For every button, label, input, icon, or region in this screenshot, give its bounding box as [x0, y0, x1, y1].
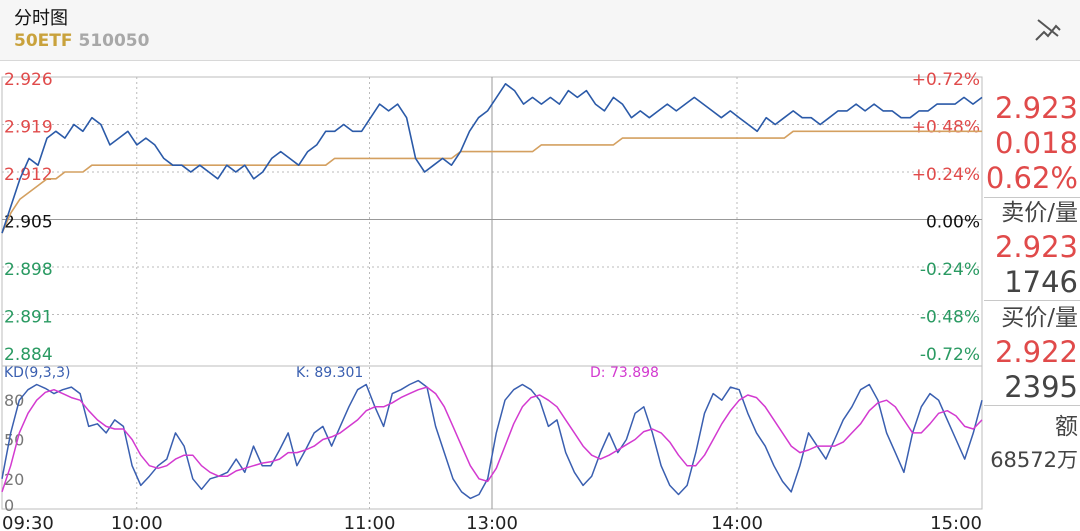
average-price-line: [1, 130, 982, 234]
pct-axis-label: +0.48%: [912, 118, 980, 138]
kd-axis-label: 20: [4, 470, 24, 489]
price-axis-label: 2.912: [4, 165, 53, 185]
quote-side-panel: 2.923 0.018 0.62% 卖价/量 2.923 1746 买价/量 2…: [984, 86, 1080, 511]
time-axis-label: 10:00: [111, 513, 163, 531]
fund-name: 50ETF: [14, 31, 73, 51]
k-line: [1, 379, 983, 500]
pct-axis-label: +0.24%: [912, 165, 980, 185]
kd-axis-label: 50: [4, 431, 24, 450]
kd-axis-label: 0: [4, 496, 14, 515]
bid-price: 2.922: [994, 335, 1078, 369]
price-axis-label: 2.884: [4, 345, 53, 365]
price-axis-label: 2.891: [4, 308, 53, 328]
pct-axis-label: -0.24%: [920, 260, 980, 280]
last-price: 2.923: [994, 91, 1078, 125]
kd-legend-d: D: 73.898: [590, 365, 659, 381]
time-axis-label: 13:00: [466, 513, 518, 531]
price-axis-label: 2.919: [4, 118, 53, 138]
kd-legend-k: K: 89.301: [296, 365, 363, 381]
d-line: [1, 386, 983, 493]
page-title: 分时图: [14, 8, 68, 29]
ask-volume: 1746: [1004, 265, 1078, 299]
bid-label: 买价/量: [1001, 305, 1078, 331]
price-axis-label: 2.905: [4, 213, 53, 233]
pct-axis-label: -0.72%: [920, 345, 980, 365]
time-axis-label: 15:00: [930, 513, 982, 531]
panel-divider: [984, 300, 1080, 301]
chart-toggle-icon: [1035, 19, 1061, 41]
ask-label: 卖价/量: [1001, 200, 1078, 226]
time-axis-label: 14:00: [711, 513, 763, 531]
chart-area: 2.926 2.919 2.912 2.905 2.898 2.891 2.884 +0.72…: [1, 70, 983, 531]
kd-axis-label: 80: [4, 391, 24, 410]
amount-label: 额: [1055, 414, 1078, 440]
price-axis-label: 2.898: [4, 260, 53, 280]
price-change-pct: 0.62%: [985, 161, 1078, 195]
time-axis-label: 09:30: [2, 513, 54, 531]
ask-price: 2.923: [994, 230, 1078, 264]
fund-code: 510050: [78, 31, 150, 51]
bid-volume: 2395: [1004, 370, 1078, 404]
amount-value: 68572万: [990, 448, 1078, 472]
chart-toggle-button[interactable]: [1030, 10, 1070, 50]
app-header: 分时图 50ETF 510050: [0, 0, 1080, 61]
panel-divider: [984, 405, 1080, 406]
price-axis-label: 2.926: [4, 70, 53, 90]
pct-axis-label: +0.72%: [912, 70, 980, 90]
pct-axis-label: -0.48%: [920, 308, 980, 328]
pct-axis-label: 0.00%: [926, 213, 980, 233]
price-line: [1, 82, 983, 234]
time-axis-label: 11:00: [344, 513, 396, 531]
kd-legend-name: KD(9,3,3): [4, 365, 71, 381]
price-change: 0.018: [994, 126, 1078, 160]
panel-divider: [984, 197, 1080, 198]
fund-identifier: 50ETF 510050: [14, 31, 149, 51]
